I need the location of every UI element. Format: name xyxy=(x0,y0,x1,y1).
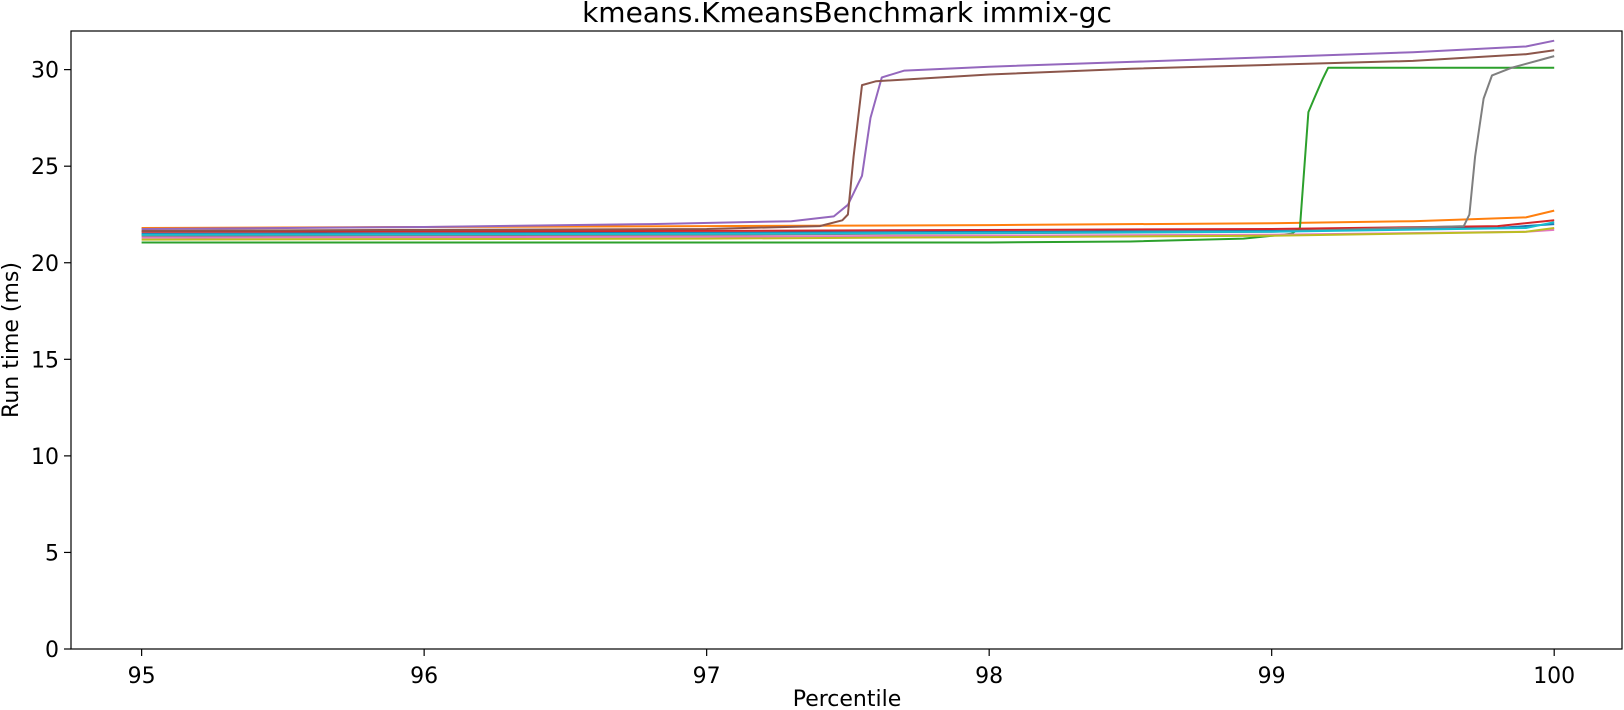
x-tick-label: 96 xyxy=(410,664,438,689)
plot-frame xyxy=(70,30,1623,650)
x-tick-label: 99 xyxy=(1258,664,1286,689)
x-tick-label: 97 xyxy=(693,664,721,689)
y-tick-label: 10 xyxy=(31,445,59,470)
x-tick-label: 100 xyxy=(1533,664,1575,689)
x-tick-label: 98 xyxy=(975,664,1003,689)
y-axis-label: Run time (ms) xyxy=(0,262,24,418)
series-line-9 xyxy=(141,227,1555,241)
plot-lines xyxy=(141,39,1555,244)
y-tick-label: 20 xyxy=(31,252,59,277)
series-line-5 xyxy=(141,39,1555,230)
x-axis-label: Percentile xyxy=(793,687,902,710)
series-line-3 xyxy=(141,66,1555,244)
y-axis: 0 5 10 15 20 25 30 xyxy=(31,59,71,663)
series-line-6 xyxy=(141,49,1555,232)
series-line-4 xyxy=(141,219,1555,233)
x-axis: 95 96 97 98 99 100 xyxy=(128,649,1575,689)
y-tick-label: 15 xyxy=(31,348,59,373)
y-tick-label: 5 xyxy=(45,541,59,566)
chart-title: kmeans.KmeansBenchmark immix-gc xyxy=(582,0,1112,29)
series-line-10 xyxy=(141,221,1555,236)
x-tick-label: 95 xyxy=(128,664,156,689)
y-tick-label: 0 xyxy=(45,638,59,663)
y-tick-label: 25 xyxy=(31,155,59,180)
y-tick-label: 30 xyxy=(31,59,59,84)
